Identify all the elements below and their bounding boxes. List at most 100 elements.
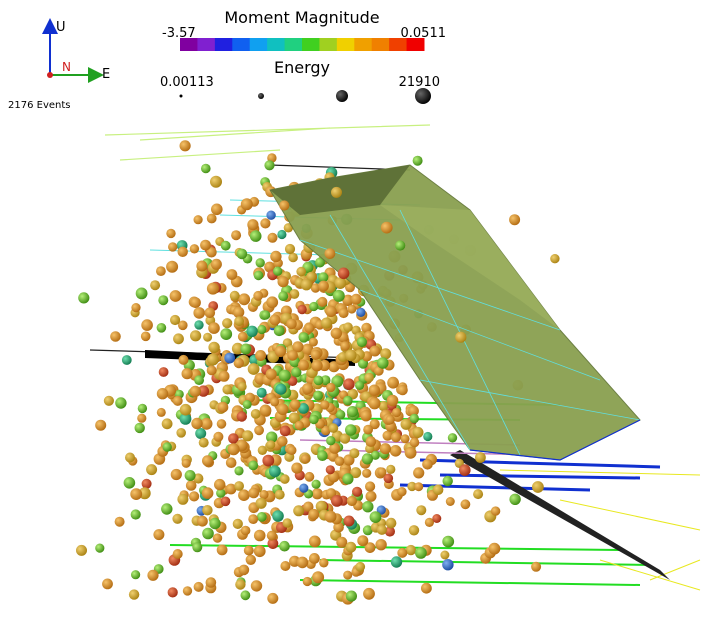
event-sphere <box>76 545 87 556</box>
event-sphere <box>180 140 191 151</box>
event-sphere <box>347 496 357 506</box>
event-sphere <box>262 455 274 467</box>
event-sphere <box>325 306 336 317</box>
event-sphere <box>247 219 258 230</box>
event-sphere <box>331 328 342 339</box>
event-sphere <box>385 415 394 424</box>
event-sphere <box>305 472 315 482</box>
event-sphere <box>293 505 304 516</box>
event-sphere <box>366 436 377 447</box>
event-sphere <box>491 506 500 515</box>
event-sphere <box>266 440 275 449</box>
event-sphere <box>173 333 184 344</box>
event-sphere <box>386 465 395 474</box>
event-sphere <box>170 315 180 325</box>
event-sphere <box>190 297 201 308</box>
event-sphere <box>224 353 235 364</box>
event-sphere <box>264 160 274 170</box>
event-sphere <box>357 535 368 546</box>
event-sphere <box>432 514 441 523</box>
event-sphere <box>443 476 453 486</box>
event-sphere <box>195 428 206 439</box>
event-sphere <box>157 323 167 333</box>
drift <box>105 125 430 160</box>
event-sphere <box>279 200 289 210</box>
event-sphere <box>190 386 201 397</box>
east-label: E <box>102 67 110 82</box>
event-sphere <box>342 473 353 484</box>
event-sphere <box>158 295 168 305</box>
event-sphere <box>421 583 432 594</box>
event-sphere <box>242 430 253 441</box>
event-sphere <box>196 261 207 272</box>
event-sphere <box>275 490 285 500</box>
event-sphere <box>369 385 380 396</box>
event-sphere <box>301 454 310 463</box>
event-sphere <box>446 497 455 506</box>
event-sphere <box>275 384 286 395</box>
event-sphere <box>304 323 314 333</box>
event-sphere <box>234 358 244 368</box>
event-sphere <box>312 488 323 499</box>
event-sphere <box>208 342 219 353</box>
event-sphere <box>248 514 258 524</box>
event-sphere <box>422 459 433 470</box>
event-sphere <box>397 487 406 496</box>
event-sphere <box>321 318 332 329</box>
color-swatch <box>302 38 320 51</box>
event-sphere <box>141 332 151 342</box>
color-swatch <box>215 38 233 51</box>
color-swatch <box>285 38 303 51</box>
event-sphere <box>131 570 140 579</box>
event-sphere <box>461 499 471 509</box>
magnitude-legend: Moment Magnitude -3.57 0.0511 <box>162 8 446 51</box>
event-sphere <box>387 377 399 389</box>
event-sphere <box>218 402 229 413</box>
event-sphere <box>317 450 328 461</box>
event-sphere <box>200 240 211 251</box>
event-sphere <box>269 465 281 477</box>
color-swatch <box>180 38 198 51</box>
event-sphere <box>168 587 178 597</box>
event-sphere <box>442 536 454 548</box>
event-sphere <box>266 369 277 380</box>
event-sphere <box>288 253 298 263</box>
event-sphere <box>237 249 248 260</box>
event-sphere <box>190 244 199 253</box>
event-sphere <box>260 218 270 228</box>
event-sphere <box>391 556 402 567</box>
event-sphere <box>78 292 89 303</box>
event-sphere <box>455 332 466 343</box>
event-sphere <box>251 580 262 591</box>
event-sphere <box>235 579 245 589</box>
event-sphere <box>95 420 106 431</box>
event-sphere <box>489 543 501 555</box>
event-sphere <box>343 322 353 332</box>
event-sphere <box>234 481 244 491</box>
event-sphere <box>238 489 250 501</box>
event-sphere <box>241 590 251 600</box>
event-sphere <box>291 463 302 474</box>
event-sphere <box>141 319 153 331</box>
event-sphere <box>298 360 309 371</box>
event-sphere <box>362 469 371 478</box>
event-sphere <box>173 396 183 406</box>
color-swatch <box>197 38 215 51</box>
event-sphere <box>319 558 328 567</box>
event-sphere <box>355 562 365 572</box>
event-sphere <box>326 383 335 392</box>
event-sphere <box>250 230 262 242</box>
event-sphere <box>220 328 232 340</box>
event-sphere <box>314 376 324 386</box>
event-sphere <box>287 350 298 361</box>
event-sphere <box>352 487 362 497</box>
event-sphere <box>343 396 353 406</box>
event-sphere <box>357 337 367 347</box>
event-sphere <box>240 344 251 355</box>
event-sphere <box>222 318 232 328</box>
event-sphere <box>257 512 267 522</box>
north-label: N <box>62 60 71 74</box>
event-sphere <box>344 516 355 527</box>
event-sphere <box>214 479 225 490</box>
event-sphere <box>254 530 266 542</box>
